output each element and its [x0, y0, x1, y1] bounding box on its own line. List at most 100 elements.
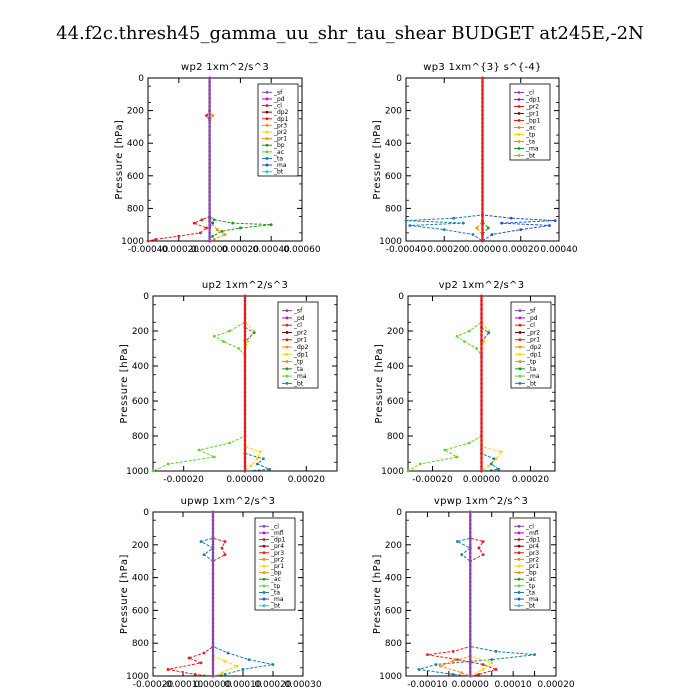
legend-label: _dp2: [293, 344, 309, 351]
data-point: [455, 334, 459, 338]
zero-profile-point: [243, 320, 247, 324]
legend-marker: [517, 604, 521, 608]
data-point: [255, 457, 259, 461]
zero-profile-point: [481, 162, 484, 165]
zero-profile-point: [211, 510, 215, 514]
data-point: [231, 221, 235, 225]
zero-profile-point: [208, 137, 211, 141]
zero-profile-point: [208, 190, 211, 194]
data-point: [482, 340, 486, 343]
x-tick-label: 0.00020: [288, 475, 325, 485]
data-point: [215, 228, 219, 231]
zero-profile-point: [480, 334, 483, 337]
y-tick-label: 600: [127, 172, 144, 182]
legend-label: _dp2: [273, 109, 289, 116]
panel-1: wp2 1xm^2/s^3 Pressure [hPa] 0 200 400 600 800…: [114, 62, 321, 255]
zero-profile-point: [208, 158, 211, 161]
legend-label: _mfl: [525, 530, 539, 537]
data-point: [438, 664, 442, 668]
series-pr2: [244, 296, 261, 472]
legend-marker: [518, 352, 522, 356]
legend-label: _sf: [526, 308, 536, 315]
zero-profile-point: [468, 641, 472, 645]
data-point: [499, 450, 503, 454]
zero-profile-point: [480, 351, 483, 355]
legend-label: _ac: [270, 576, 281, 583]
y-tick-label: 1000: [379, 237, 402, 247]
zero-profile-point: [480, 303, 483, 307]
legend-marker: [285, 381, 289, 385]
zero-profile-point: [211, 654, 215, 657]
y-axis-label: Pressure [hPa]: [119, 343, 130, 423]
panel-title: wp2 1xm^2/s^3: [181, 62, 269, 73]
legend-marker: [517, 98, 521, 101]
legend-label: _dp1: [525, 537, 541, 544]
zero-profile-point: [481, 239, 484, 243]
data-point: [490, 233, 494, 236]
zero-profile-point: [208, 174, 211, 178]
zero-profile-point: [243, 334, 247, 337]
zero-profile-point: [480, 320, 483, 324]
legend-marker: [517, 126, 521, 129]
data-point: [553, 219, 557, 223]
legend-marker: [517, 531, 521, 535]
zero-profile-point: [481, 170, 484, 174]
legend-label: _bt: [525, 153, 536, 160]
legend-label: _pr2: [526, 329, 540, 336]
zero-profile-point: [243, 469, 247, 473]
y-tick-label: 600: [132, 397, 149, 407]
x-tick-label: -0.00020: [163, 475, 204, 485]
zero-profile-point: [468, 650, 472, 653]
data-point: [211, 114, 215, 117]
zero-profile-point: [211, 584, 215, 588]
zero-profile-point: [481, 231, 484, 235]
zero-profile-point: [208, 97, 211, 100]
legend-label: _pd: [293, 315, 305, 322]
legend-marker: [262, 604, 266, 608]
y-tick-label: 800: [132, 639, 149, 649]
y-axis-label: Pressure [hPa]: [374, 343, 385, 423]
legend-marker: [518, 323, 522, 327]
zero-profile-point: [480, 294, 483, 298]
data-point: [198, 231, 202, 235]
panel-5: upwp 1xm^2/s^3 Pressure [hPa] 0 200 400 600 80…: [119, 496, 322, 690]
legend-label: _ta: [270, 589, 280, 596]
zero-profile-point: [480, 360, 483, 363]
data-point: [489, 462, 493, 466]
zero-profile-point: [480, 338, 483, 342]
zero-profile-point: [243, 408, 247, 412]
zero-profile-point: [243, 412, 247, 416]
legend-label: _ta: [525, 589, 535, 596]
zero-profile-point: [481, 133, 484, 137]
legend-marker: [265, 97, 269, 101]
zero-profile-point: [480, 434, 483, 438]
zero-profile-point: [480, 412, 483, 416]
zero-profile-point: [481, 129, 484, 133]
zero-profile-point: [211, 666, 215, 670]
legend-marker: [517, 112, 521, 115]
zero-profile-point: [480, 312, 483, 315]
x-tick-label: 0.00010: [495, 680, 532, 690]
legend-label: _ac: [525, 125, 536, 132]
series-tp: [481, 296, 500, 472]
legend-label: _tp: [293, 359, 303, 366]
legend-marker: [262, 597, 266, 601]
legend-marker: [265, 90, 269, 94]
zero-profile-point: [211, 625, 215, 629]
zero-profile-point: [481, 158, 484, 161]
zero-profile-point: [480, 355, 483, 359]
zero-profile-point: [243, 351, 247, 355]
legend-marker: [517, 591, 521, 594]
series-tp: [244, 296, 270, 472]
data-point: [202, 651, 206, 655]
legend-marker: [285, 323, 289, 327]
zero-profile-point: [211, 674, 215, 678]
zero-profile-point: [481, 235, 484, 239]
y-tick-label: 0: [143, 508, 149, 518]
zero-profile-point: [211, 629, 215, 633]
zero-profile-point: [468, 523, 472, 526]
y-tick-label: 600: [385, 172, 402, 182]
data-point: [228, 329, 232, 333]
zero-profile-point: [211, 543, 215, 547]
data-point: [434, 663, 438, 666]
